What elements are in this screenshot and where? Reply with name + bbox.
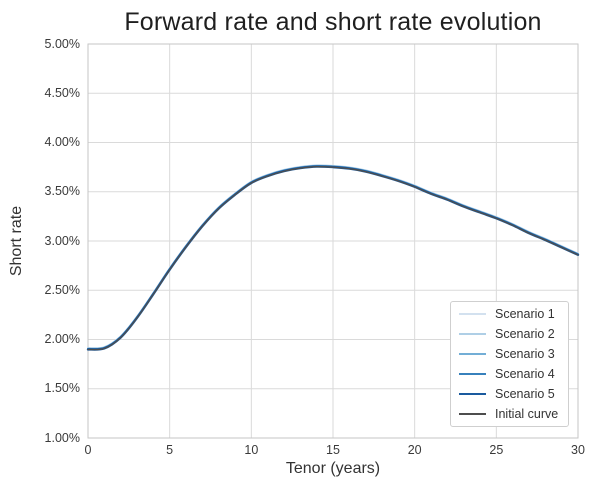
legend-line-scenario-2 [459, 333, 486, 336]
legend-item: Initial curve [451, 404, 568, 423]
y-tick-label: 2.00% [44, 332, 80, 346]
legend-label: Scenario 5 [495, 386, 555, 401]
legend-line-scenario-4 [459, 372, 486, 375]
x-tick-label: 5 [166, 443, 174, 457]
x-tick-label: 15 [326, 443, 340, 457]
y-tick-label: 4.50% [44, 85, 80, 100]
legend-item: Scenario 4 [451, 364, 568, 383]
legend-line-scenario-5 [459, 392, 486, 395]
legend-line-initial-curve [459, 412, 486, 415]
chart-title: Forward rate and short rate evolution [124, 8, 542, 36]
x-tick-label: 25 [489, 443, 504, 457]
y-tick-label: 2.50% [44, 282, 80, 297]
legend-label: Scenario 1 [495, 307, 555, 322]
y-tick-label: 1.00% [44, 430, 80, 445]
legend-label: Scenario 4 [495, 366, 555, 381]
legend-line-scenario-3 [459, 353, 486, 356]
y-tick-label: 1.50% [44, 381, 80, 396]
plot-border [87, 43, 579, 439]
x-tick-label: 20 [407, 443, 422, 457]
x-tick-label: 0 [84, 443, 92, 457]
legend-label: Scenario 2 [495, 327, 555, 342]
y-tick-label: 4.00% [44, 135, 80, 149]
legend-line-scenario-1 [459, 313, 486, 316]
y-tick-label: 3.00% [44, 233, 80, 248]
x-tick-label: 10 [244, 443, 259, 457]
legend-label: Scenario 3 [495, 347, 555, 362]
x-tick-label: 30 [571, 443, 585, 457]
legend-label: Initial curve [495, 406, 559, 421]
legend-item: Scenario 1 [451, 305, 568, 324]
x-axis-label: Tenor (years) [285, 460, 381, 477]
legend-item: Scenario 3 [451, 345, 568, 364]
legend-item: Scenario 2 [451, 325, 568, 344]
y-tick-label: 5.00% [44, 36, 80, 51]
series-line-initial-curve [87, 166, 579, 351]
y-tick-label: 3.50% [44, 184, 80, 199]
legend-item: Scenario 5 [451, 384, 568, 403]
legend: Scenario 1 Scenario 2 Scenario 3 Scenari… [450, 301, 569, 427]
